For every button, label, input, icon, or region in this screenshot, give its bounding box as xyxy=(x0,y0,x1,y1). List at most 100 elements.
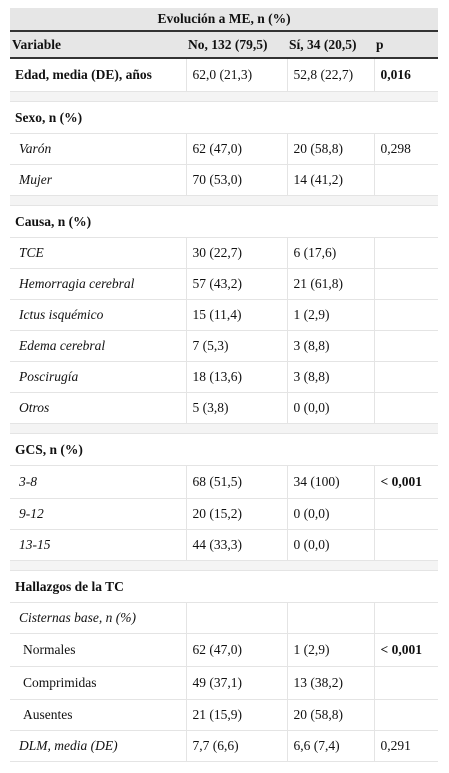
table-row: Ausentes 21 (15,9) 20 (58,8) xyxy=(10,699,439,731)
results-table-container: Evolución a ME, n (%) Variable No, 132 (… xyxy=(10,8,439,762)
cell-p xyxy=(374,268,439,300)
section-sexo: Sexo, n (%) xyxy=(10,101,439,134)
cell-si: 0 (0,0) xyxy=(287,392,375,424)
table-row: TCE 30 (22,7) 6 (17,6) xyxy=(10,237,439,269)
cell-si: 1 (2,9) xyxy=(287,633,375,667)
cell-no: 20 (15,2) xyxy=(186,498,288,530)
cell-si: 6,6 (7,4) xyxy=(287,730,375,762)
cell-no: 15 (11,4) xyxy=(186,299,288,331)
cell-p xyxy=(374,361,439,393)
cell-si: 34 (100) xyxy=(287,465,375,499)
cell-no: 30 (22,7) xyxy=(186,237,288,269)
table-row: Ictus isquémico 15 (11,4) 1 (2,9) xyxy=(10,299,439,331)
row-label: 9-12 xyxy=(10,498,187,530)
header-no: No, 132 (79,5) xyxy=(186,31,287,59)
cell-no: 44 (33,3) xyxy=(186,529,288,561)
row-label: Cisternas base, n (%) xyxy=(10,602,187,634)
spacer-row xyxy=(10,195,439,206)
cell-p: < 0,001 xyxy=(374,633,439,667)
table-row: Hemorragia cerebral 57 (43,2) 21 (61,8) xyxy=(10,268,439,300)
row-label: Ictus isquémico xyxy=(10,299,187,331)
header-variable: Variable xyxy=(10,31,186,59)
cell-si: 3 (8,8) xyxy=(287,330,375,362)
row-label: DLM, media (DE) xyxy=(10,730,187,762)
table-row: Poscirugía 18 (13,6) 3 (8,8) xyxy=(10,361,439,393)
table-row: 3-8 68 (51,5) 34 (100) < 0,001 xyxy=(10,465,439,499)
cell-p: 0,291 xyxy=(374,730,439,762)
table-row: Edema cerebral 7 (5,3) 3 (8,8) xyxy=(10,330,439,362)
table-row-cisternas: Cisternas base, n (%) xyxy=(10,602,439,634)
spacer-row xyxy=(10,560,439,571)
row-label: Edad, media (DE), años xyxy=(10,58,187,92)
cell-si: 20 (58,8) xyxy=(287,133,375,165)
cell-si: 3 (8,8) xyxy=(287,361,375,393)
cell-si: 0 (0,0) xyxy=(287,529,375,561)
row-label: 3-8 xyxy=(10,465,187,499)
row-label: Ausentes xyxy=(10,699,187,731)
table-row: 9-12 20 (15,2) 0 (0,0) xyxy=(10,498,439,530)
cell-no: 70 (53,0) xyxy=(186,164,288,196)
row-label: TCE xyxy=(10,237,187,269)
cell-si: 52,8 (22,7) xyxy=(287,58,375,92)
cell-p xyxy=(374,529,439,561)
cell-p xyxy=(374,164,439,196)
cell-no: 18 (13,6) xyxy=(186,361,288,393)
row-label: Mujer xyxy=(10,164,187,196)
cell-no: 57 (43,2) xyxy=(186,268,288,300)
row-label: Otros xyxy=(10,392,187,424)
cell-si: 0 (0,0) xyxy=(287,498,375,530)
cell-p xyxy=(374,299,439,331)
table-title: Evolución a ME, n (%) xyxy=(10,8,439,32)
cell-si: 13 (38,2) xyxy=(287,666,375,700)
cell-si: 20 (58,8) xyxy=(287,699,375,731)
spacer-row xyxy=(10,423,439,434)
cell-no: 5 (3,8) xyxy=(186,392,288,424)
results-table: Evolución a ME, n (%) Variable No, 132 (… xyxy=(10,8,439,762)
section-header: Causa, n (%) xyxy=(10,205,439,238)
table-row: Normales 62 (47,0) 1 (2,9) < 0,001 xyxy=(10,633,439,667)
row-label: Comprimidas xyxy=(10,666,187,700)
table-row-dlm: DLM, media (DE) 7,7 (6,6) 6,6 (7,4) 0,29… xyxy=(10,730,439,762)
table-header-row: Variable No, 132 (79,5) Sí, 34 (20,5) p xyxy=(10,31,439,59)
section-header: Sexo, n (%) xyxy=(10,101,439,134)
cell-no: 62 (47,0) xyxy=(186,633,288,667)
cell-no: 7,7 (6,6) xyxy=(186,730,288,762)
cell-p xyxy=(374,330,439,362)
row-label: Poscirugía xyxy=(10,361,187,393)
cell-p xyxy=(374,237,439,269)
cell-p: < 0,001 xyxy=(374,465,439,499)
table-row: Otros 5 (3,8) 0 (0,0) xyxy=(10,392,439,424)
cell-si: 21 (61,8) xyxy=(287,268,375,300)
cell-no: 49 (37,1) xyxy=(186,666,288,700)
cell-p: 0,016 xyxy=(374,58,439,92)
table-row: Varón 62 (47,0) 20 (58,8) 0,298 xyxy=(10,133,439,165)
spacer-row xyxy=(10,91,439,102)
cell-p xyxy=(374,498,439,530)
header-p: p xyxy=(374,31,439,59)
cell-no: 7 (5,3) xyxy=(186,330,288,362)
header-si: Sí, 34 (20,5) xyxy=(287,31,374,59)
table-row: 13-15 44 (33,3) 0 (0,0) xyxy=(10,529,439,561)
section-header: Hallazgos de la TC xyxy=(10,570,439,603)
cell-no: 62 (47,0) xyxy=(186,133,288,165)
section-header: GCS, n (%) xyxy=(10,433,439,466)
row-label: Edema cerebral xyxy=(10,330,187,362)
cell-si: 1 (2,9) xyxy=(287,299,375,331)
table-title-row: Evolución a ME, n (%) xyxy=(10,8,439,32)
cell-p xyxy=(374,666,439,700)
table-row-edad: Edad, media (DE), años 62,0 (21,3) 52,8 … xyxy=(10,58,439,92)
section-gcs: GCS, n (%) xyxy=(10,433,439,466)
cell-p xyxy=(374,602,439,634)
cell-si xyxy=(287,602,375,634)
row-label: Hemorragia cerebral xyxy=(10,268,187,300)
table-row: Comprimidas 49 (37,1) 13 (38,2) xyxy=(10,666,439,700)
section-causa: Causa, n (%) xyxy=(10,205,439,238)
row-label: Varón xyxy=(10,133,187,165)
cell-p: 0,298 xyxy=(374,133,439,165)
cell-si: 6 (17,6) xyxy=(287,237,375,269)
cell-no: 62,0 (21,3) xyxy=(186,58,288,92)
section-tc: Hallazgos de la TC xyxy=(10,570,439,603)
table-row: Mujer 70 (53,0) 14 (41,2) xyxy=(10,164,439,196)
row-label: 13-15 xyxy=(10,529,187,561)
cell-no: 21 (15,9) xyxy=(186,699,288,731)
